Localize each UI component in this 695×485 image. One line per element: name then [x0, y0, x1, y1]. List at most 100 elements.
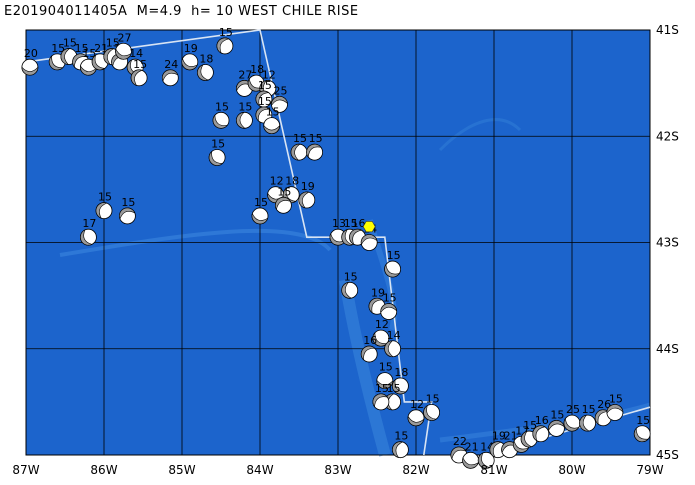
- beachball-compression: [60, 48, 71, 65]
- depth-label: 15: [238, 100, 252, 113]
- depth-label: 15: [133, 58, 147, 71]
- beachball-compression: [380, 303, 398, 314]
- depth-label: 22: [453, 435, 467, 448]
- beachball-compression: [306, 143, 322, 158]
- focal-mechanism: 15: [341, 270, 359, 299]
- focal-mechanism: 15: [633, 414, 651, 443]
- focal-mechanism: 15: [306, 132, 324, 161]
- beachball-compression: [477, 452, 491, 469]
- beachball-compression: [532, 425, 546, 442]
- beachball-compression: [579, 414, 590, 432]
- focal-mechanism: 15: [290, 132, 308, 161]
- beachball-compression: [103, 48, 115, 65]
- depth-label: 16: [352, 217, 366, 230]
- focal-mechanism: 15: [72, 42, 89, 71]
- beachball-compression: [513, 440, 530, 453]
- depth-label: 24: [164, 58, 178, 71]
- beachball-compression: [255, 90, 270, 107]
- depth-label: 12: [410, 398, 424, 411]
- focal-mechanism: 16: [360, 334, 378, 363]
- depth-label: 27: [118, 31, 132, 44]
- beachball-compression: [80, 65, 97, 76]
- beachball-compression: [21, 66, 39, 76]
- depth-label: 13: [332, 217, 346, 230]
- longitude-label: 83W: [324, 463, 351, 477]
- depth-label: 27: [238, 68, 252, 81]
- beachball-compression: [462, 456, 479, 469]
- focal-mechanism: 12: [407, 398, 425, 427]
- focal-mechanism: 15: [208, 138, 226, 166]
- ridge-shape: [438, 118, 522, 152]
- depth-label: 15: [63, 37, 77, 50]
- depth-label: 15: [379, 361, 393, 374]
- main-event-layer: [362, 221, 376, 233]
- beachball-compression: [255, 106, 271, 122]
- depth-label: 15: [309, 132, 323, 145]
- map-title: E201904011405A M=4.9 h= 10 WEST CHILE RI…: [4, 4, 359, 19]
- beachball-compression: [384, 340, 394, 358]
- beachball-compression: [633, 427, 649, 443]
- focal-mechanism: 15: [216, 26, 234, 55]
- focal-mechanism: 20: [21, 47, 39, 76]
- depth-label: 15: [344, 217, 358, 230]
- beachball-compression: [489, 441, 502, 458]
- beachball-compression: [360, 234, 378, 246]
- longitude-label: 81W: [480, 463, 507, 477]
- focal-mechanism: 19: [298, 180, 316, 209]
- beachball-compression: [271, 96, 288, 107]
- depth-label: 16: [535, 414, 549, 427]
- beachball-compression: [594, 409, 609, 425]
- depth-label: 18: [394, 366, 408, 379]
- latitude-label: 41S: [656, 23, 679, 37]
- depth-label: 15: [394, 430, 408, 443]
- depth-label: 21: [504, 430, 518, 443]
- beachball-compression: [115, 48, 132, 60]
- depth-label: 15: [75, 42, 89, 55]
- beachball-compression: [548, 420, 565, 432]
- focal-mechanism: 15: [606, 393, 624, 421]
- beachball-compression: [48, 55, 64, 71]
- focal-mechanism: 15: [520, 419, 538, 448]
- beachball-compression: [236, 111, 246, 129]
- longitude-label: 82W: [402, 463, 429, 477]
- focal-mechanism: 19: [489, 430, 507, 459]
- beachball-compression: [208, 150, 224, 166]
- focal-mechanism-layer: 2015151515211517271415241918152718121525…: [21, 26, 651, 469]
- latitude-label: 45S: [656, 448, 679, 462]
- depth-label: 15: [387, 249, 401, 262]
- focal-mechanism: 15: [119, 196, 136, 225]
- depth-label: 15: [426, 393, 440, 406]
- latitude-label: 43S: [656, 236, 679, 250]
- focal-mechanism: 15: [274, 185, 292, 214]
- latitude-label: 44S: [656, 342, 679, 356]
- beachball-compression: [216, 37, 230, 54]
- depth-label: 19: [371, 286, 385, 299]
- beachball-compression: [349, 228, 363, 245]
- depth-label: 15: [383, 292, 397, 305]
- depth-label: 17: [82, 217, 96, 230]
- beachball-compression: [563, 417, 580, 432]
- depth-label: 15: [582, 403, 596, 416]
- beachball-compression: [392, 441, 404, 458]
- beachball-compression: [392, 379, 407, 395]
- depth-label: 19: [492, 430, 506, 443]
- focal-mechanism: 19: [181, 42, 199, 71]
- depth-label: 15: [387, 382, 401, 395]
- depth-label: 15: [344, 270, 358, 283]
- focal-mechanism: 24: [161, 58, 179, 87]
- focal-mechanism: 15: [255, 95, 273, 124]
- ridge-shape: [367, 219, 397, 331]
- focal-mechanism: 18: [391, 366, 409, 395]
- focal-mechanism: 25: [563, 403, 581, 432]
- map-frame: [25, 29, 651, 456]
- depth-label: 15: [550, 408, 564, 421]
- depth-label: 21: [94, 42, 108, 55]
- focal-mechanism: 15: [263, 106, 281, 135]
- longitude-label: 79W: [636, 463, 663, 477]
- focal-mechanism: 22: [450, 435, 468, 464]
- longitude-label: 85W: [168, 463, 195, 477]
- beachball-compression: [119, 207, 136, 220]
- beachball-compression: [372, 393, 388, 408]
- focal-mechanism: 14: [384, 329, 402, 358]
